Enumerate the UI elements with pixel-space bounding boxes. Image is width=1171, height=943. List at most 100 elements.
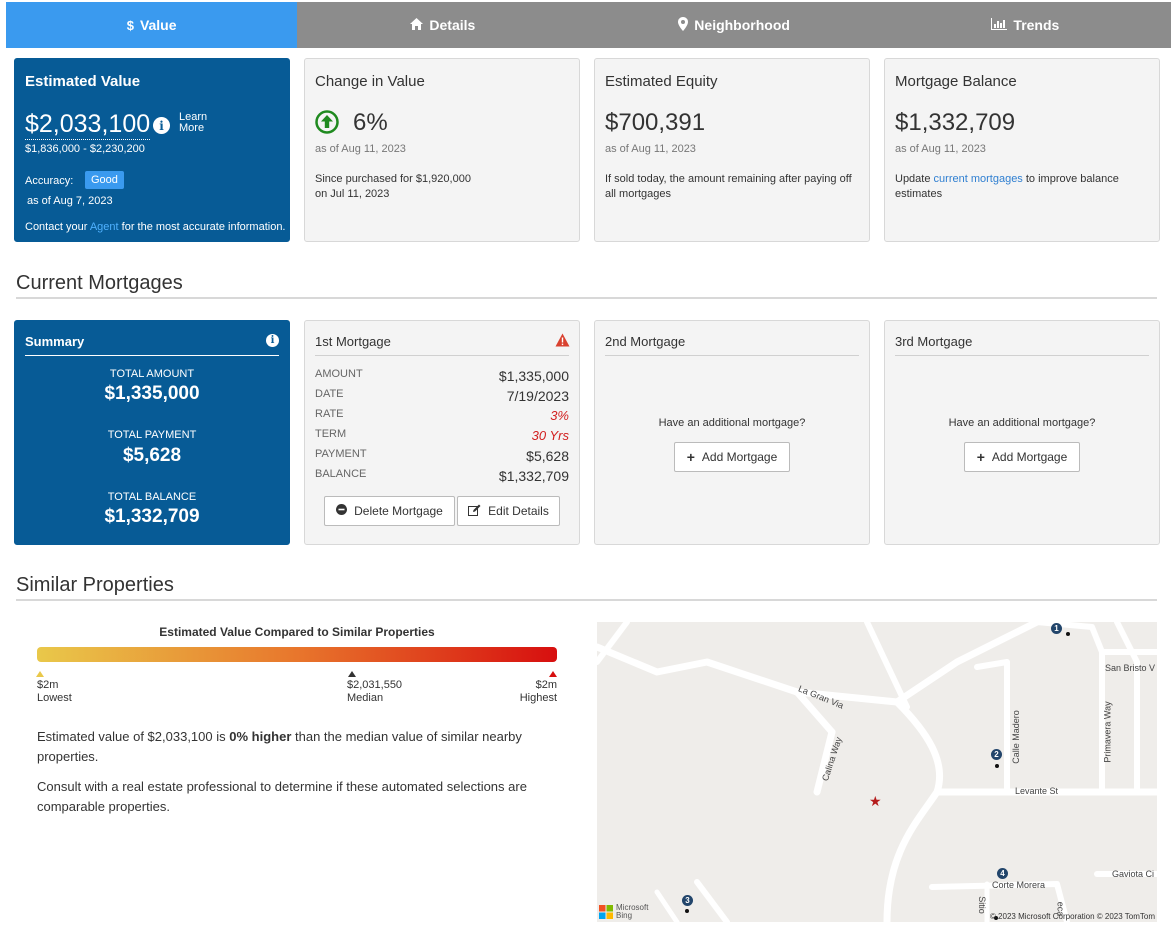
minus-circle-icon: [336, 504, 348, 518]
estimated-equity-card: Estimated Equity $700,391 as of Aug 11, …: [594, 58, 870, 242]
purchase-info: Since purchased for $1,920,000 on Jul 11…: [315, 173, 471, 200]
mortgage-row-balance: BALANCE $1,332,709: [315, 468, 569, 484]
tab-label: Value: [139, 17, 177, 33]
value-range: $1,836,000 - $2,230,200: [25, 143, 145, 155]
consult-text: Consult with a real estate professional …: [37, 779, 527, 814]
section-divider: [16, 599, 1157, 601]
map-street-label: Levante St: [1015, 786, 1059, 796]
map-marker-4[interactable]: 4: [997, 868, 1008, 879]
contact-agent-text: Contact your Agent for the most accurate…: [25, 221, 286, 233]
mortgage-summary-card: Summary i TOTAL AMOUNT $1,335,000 TOTAL …: [14, 320, 290, 545]
similar-properties-map[interactable]: La Gran Via Calina Way Calle Madero Prim…: [597, 622, 1157, 922]
accuracy-as-of: as of Aug 7, 2023: [27, 195, 113, 207]
equity-amount: $700,391: [605, 109, 706, 136]
mortgage-divider: [605, 355, 859, 356]
lowest-marker-icon: [36, 664, 44, 682]
map-marker-icon: [678, 16, 689, 34]
additional-mortgage-prompt: Have an additional mortgage?: [658, 417, 806, 429]
dollar-icon: $: [126, 17, 134, 33]
mortgage-row-rate: RATE 3%: [315, 408, 569, 423]
mortgage-divider: [895, 355, 1149, 356]
map-copyright: © 2023 Microsoft Corporation © 2023 TomT…: [989, 912, 1155, 921]
change-in-value-card: Change in Value 6% as of Aug 11, 2023 Si…: [304, 58, 580, 242]
map-marker-3[interactable]: 3: [682, 895, 693, 906]
mortgage-row-payment: PAYMENT $5,628: [315, 448, 569, 464]
map-street-label: Gaviota Ci: [1112, 869, 1155, 879]
mortgage-row-amount: AMOUNT $1,335,000: [315, 368, 569, 384]
change-as-of: as of Aug 11, 2023: [315, 143, 406, 155]
tab-bar: $ Value Details Neighborhood Trends: [6, 2, 1171, 48]
agent-link[interactable]: Agent: [89, 221, 119, 233]
equity-description: If sold today, the amount remaining afte…: [605, 173, 852, 200]
mortgage-balance-amount: $1,332,709: [895, 109, 1016, 136]
plus-icon: +: [976, 449, 985, 465]
equity-as-of: as of Aug 11, 2023: [605, 143, 696, 155]
info-icon[interactable]: i: [266, 334, 279, 347]
map-pin-dot: [1066, 632, 1070, 636]
mortgage-balance-description: Update current mortgages to improve bala…: [895, 173, 1119, 200]
first-mortgage-title: 1st Mortgage: [315, 334, 391, 349]
third-mortgage-title: 3rd Mortgage: [895, 334, 973, 349]
card-title: Estimated Value: [25, 73, 141, 90]
card-title: Change in Value: [315, 73, 425, 90]
total-payment-label: TOTAL PAYMENT: [107, 429, 197, 441]
map-street-label: Calle Madero: [1010, 710, 1021, 764]
home-icon: [410, 17, 424, 33]
total-payment-value: $5,628: [122, 445, 182, 466]
total-amount-label: TOTAL AMOUNT: [109, 368, 195, 380]
map-street-label: San Bristo V: [1105, 663, 1156, 673]
median-marker-icon: [348, 664, 356, 682]
add-mortgage-button[interactable]: + Add Mortgage: [964, 442, 1080, 472]
tab-value[interactable]: $ Value: [6, 2, 298, 48]
learn-more-link[interactable]: Learn More: [179, 111, 208, 134]
similar-properties-heading: Similar Properties: [16, 574, 174, 596]
additional-mortgage-prompt: Have an additional mortgage?: [948, 417, 1096, 429]
subject-property-star-icon[interactable]: ★: [869, 793, 882, 809]
highest-value: $2m Highest: [519, 679, 557, 704]
third-mortgage-card: 3rd Mortgage Have an additional mortgage…: [884, 320, 1160, 545]
map-pin-dot: [995, 764, 999, 768]
plus-icon: +: [686, 449, 695, 465]
lowest-value: $2m Lowest: [37, 679, 72, 704]
map-street-label: Corte Morera: [992, 880, 1046, 890]
mortgage-row-term: TERM 30 Yrs: [315, 428, 569, 443]
summary-title: Summary: [25, 334, 85, 349]
tab-details[interactable]: Details: [297, 2, 588, 48]
bing-logo: Microsoft Bing: [599, 904, 648, 920]
map-street-label: Primavera Way: [1102, 701, 1113, 763]
current-mortgages-heading: Current Mortgages: [16, 272, 183, 294]
map-marker-1[interactable]: 1: [1051, 623, 1062, 634]
highest-marker-icon: [549, 664, 557, 682]
bar-chart-icon: [991, 17, 1008, 33]
mortgage-balance-card: Mortgage Balance $1,332,709 as of Aug 11…: [884, 58, 1160, 242]
info-icon[interactable]: i: [153, 117, 170, 134]
tab-trends[interactable]: Trends: [880, 2, 1171, 48]
warning-icon[interactable]: [555, 333, 570, 352]
accuracy-badge: Good: [85, 171, 124, 189]
estimated-value-amount: $2,033,100: [25, 110, 151, 140]
tab-neighborhood[interactable]: Neighborhood: [589, 2, 880, 48]
first-mortgage-card: 1st Mortgage AMOUNT $1,335,000 DATE 7/19…: [304, 320, 580, 545]
map-pin-dot: [994, 916, 998, 920]
mortgage-row-date: DATE 7/19/2023: [315, 388, 569, 404]
second-mortgage-card: 2nd Mortgage Have an additional mortgage…: [594, 320, 870, 545]
median-value: $2,031,550 Median: [347, 679, 403, 704]
total-balance-label: TOTAL BALANCE: [107, 491, 197, 503]
tab-label: Neighborhood: [694, 17, 790, 33]
tab-label: Details: [429, 17, 476, 33]
mortgage-divider: [315, 355, 569, 356]
change-percent: 6%: [353, 109, 388, 136]
current-mortgages-link[interactable]: current mortgages: [933, 173, 1023, 185]
add-mortgage-button[interactable]: + Add Mortgage: [674, 442, 790, 472]
tab-label: Trends: [1013, 17, 1060, 33]
accuracy-label: Accuracy:: [25, 175, 74, 187]
summary-divider: [25, 355, 279, 356]
edit-details-button[interactable]: Edit Details: [457, 496, 560, 526]
comparison-summary-text: Estimated value of $2,033,100 is 0% high…: [37, 729, 522, 764]
card-title: Estimated Equity: [605, 73, 718, 90]
map-marker-2[interactable]: 2: [991, 749, 1002, 760]
total-balance-value: $1,332,709: [104, 506, 200, 527]
section-divider: [16, 297, 1157, 299]
delete-mortgage-button[interactable]: Delete Mortgage: [324, 496, 455, 526]
mortgage-balance-as-of: as of Aug 11, 2023: [895, 143, 986, 155]
